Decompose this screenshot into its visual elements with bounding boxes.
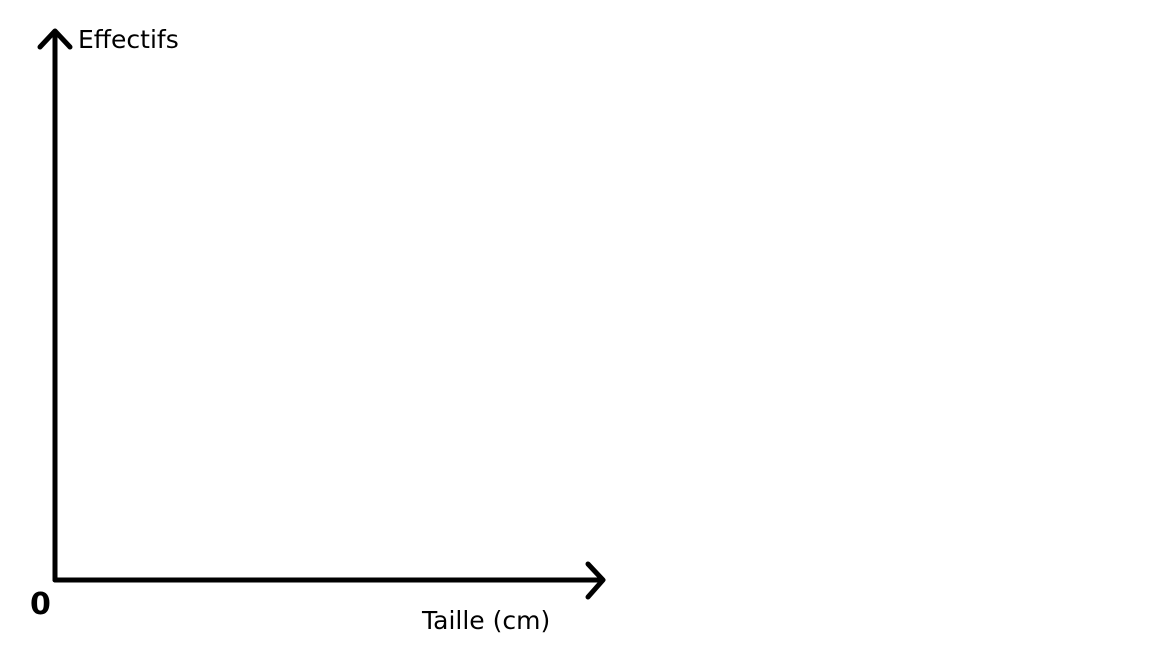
y-axis-label: Effectifs [78, 25, 179, 54]
y-axis-arrowhead [37, 28, 73, 50]
x-axis-label: Taille (cm) [422, 606, 551, 635]
x-axis-arrowhead [585, 561, 606, 600]
origin-label: 0 [30, 587, 51, 622]
